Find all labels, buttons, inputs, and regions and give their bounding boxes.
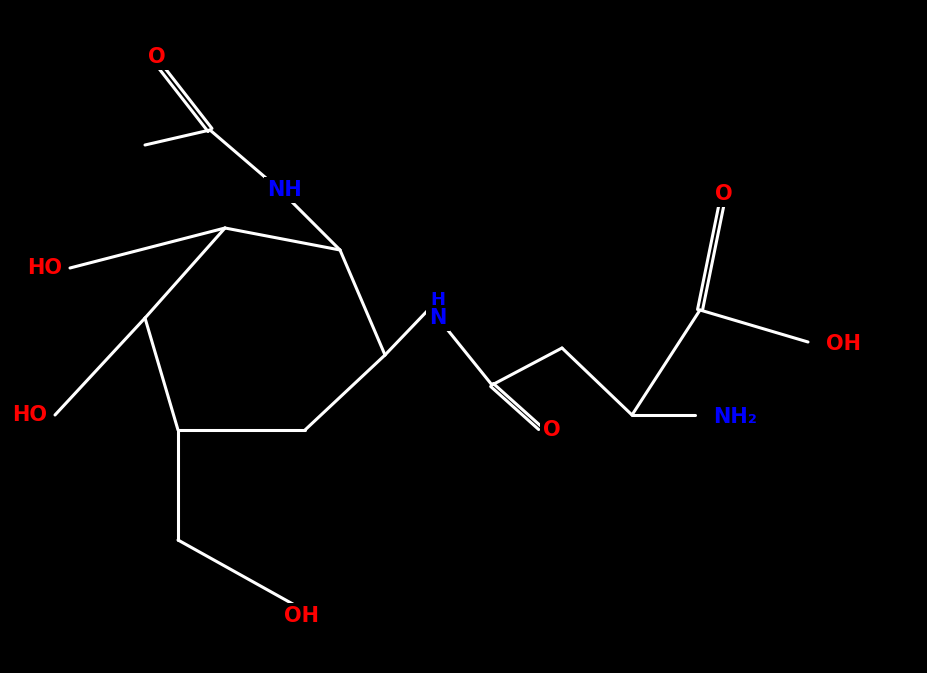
Text: NH₂: NH₂ bbox=[712, 407, 756, 427]
Text: NH: NH bbox=[267, 180, 302, 200]
Text: OH: OH bbox=[825, 334, 860, 354]
Text: HO: HO bbox=[27, 258, 62, 278]
Text: N: N bbox=[429, 308, 446, 328]
Text: OH: OH bbox=[285, 606, 319, 626]
Text: O: O bbox=[542, 420, 560, 440]
Text: O: O bbox=[148, 47, 166, 67]
Text: O: O bbox=[715, 184, 732, 204]
Text: H: H bbox=[430, 291, 445, 309]
Text: HO: HO bbox=[12, 405, 47, 425]
